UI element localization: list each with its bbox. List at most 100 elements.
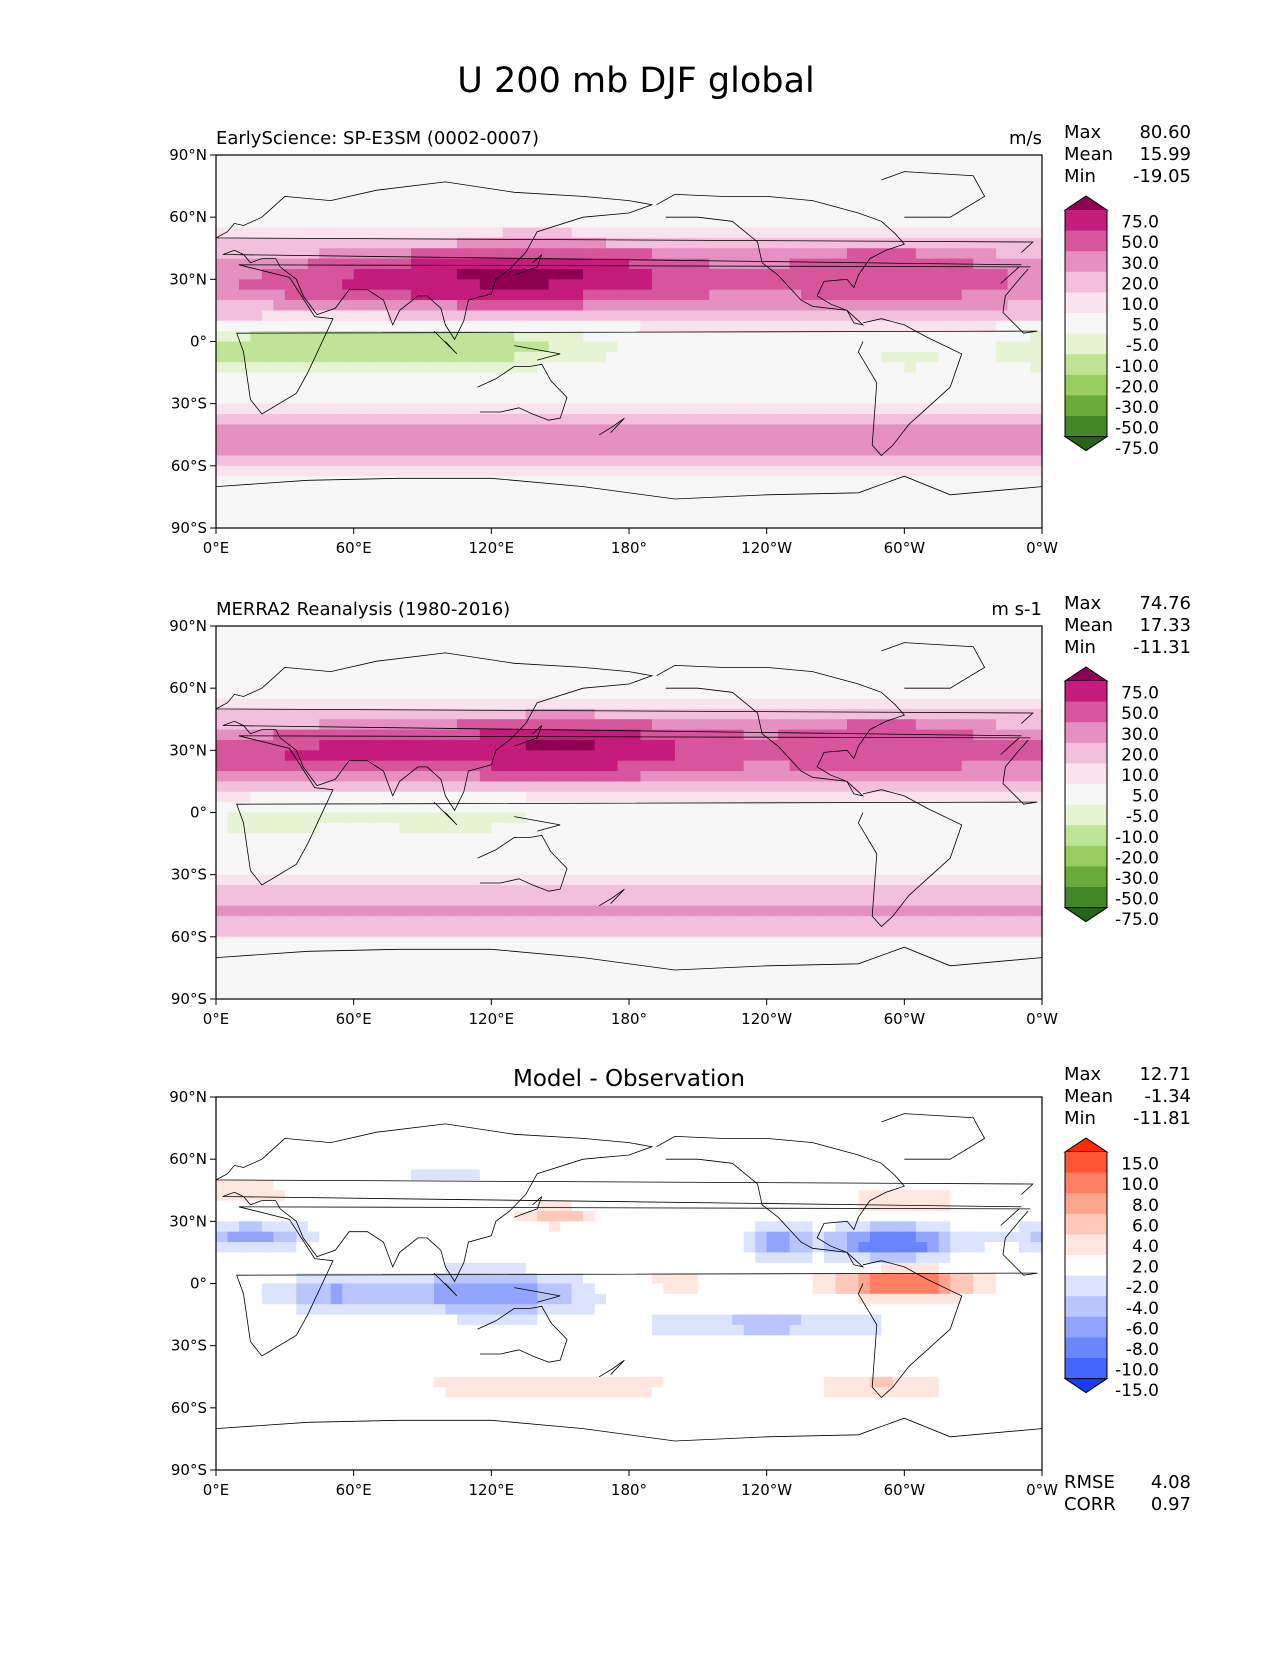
contour-cell xyxy=(663,238,675,249)
contour-cell xyxy=(686,196,698,207)
contour-cell xyxy=(973,864,985,875)
contour-cell xyxy=(503,507,515,518)
contour-cell xyxy=(606,864,618,875)
contour-cell xyxy=(709,404,721,415)
contour-cell xyxy=(686,290,698,301)
contour-cell xyxy=(881,383,893,394)
contour-cell xyxy=(388,854,400,865)
contour-cell xyxy=(629,833,641,844)
contour-cell xyxy=(836,895,848,906)
contour-cell xyxy=(962,678,974,689)
contour-cell xyxy=(732,476,744,487)
contour-cell xyxy=(595,730,607,741)
contour-cell xyxy=(640,155,652,166)
contour-cell xyxy=(847,373,859,384)
contour-cell xyxy=(434,165,446,176)
contour-cell xyxy=(227,300,239,311)
contour-cell xyxy=(262,217,274,228)
contour-cell xyxy=(950,885,962,896)
contour-cell xyxy=(549,424,561,435)
contour-cell xyxy=(686,833,698,844)
contour-cell xyxy=(491,207,503,218)
contour-cell xyxy=(1031,947,1043,958)
contour-cell xyxy=(526,383,538,394)
contour-cell xyxy=(1031,730,1043,741)
contour-cell xyxy=(1031,383,1043,394)
contour-cell xyxy=(709,864,721,875)
contour-cell xyxy=(973,238,985,249)
contour-cell xyxy=(491,636,503,647)
contour-cell xyxy=(423,678,435,689)
contour-cell xyxy=(606,833,618,844)
contour-cell xyxy=(870,771,882,782)
contour-cell xyxy=(514,424,526,435)
contour-cell xyxy=(503,290,515,301)
contour-cell xyxy=(927,176,939,187)
contour-cell xyxy=(285,854,297,865)
contour-cell xyxy=(285,895,297,906)
contour-cell xyxy=(836,176,848,187)
contour-cell xyxy=(296,248,308,259)
contour-cell xyxy=(904,269,916,280)
contour-cell xyxy=(985,155,997,166)
contour-cell xyxy=(377,383,389,394)
contour-cell xyxy=(434,300,446,311)
contour-cell xyxy=(411,740,423,751)
contour-cell xyxy=(904,699,916,710)
contour-cell xyxy=(537,300,549,311)
contour-cell xyxy=(870,875,882,886)
contour-cell xyxy=(423,844,435,855)
contour-cell xyxy=(480,269,492,280)
contour-cell xyxy=(618,373,630,384)
contour-cell xyxy=(652,792,664,803)
contour-cell xyxy=(457,916,469,927)
contour-cell xyxy=(377,404,389,415)
contour-cell xyxy=(423,207,435,218)
contour-cell xyxy=(755,792,767,803)
contour-cell xyxy=(216,813,228,824)
contour-cell xyxy=(480,435,492,446)
contour-cell xyxy=(514,518,526,529)
contour-cell xyxy=(790,636,802,647)
contour-cell xyxy=(836,196,848,207)
contour-cell xyxy=(893,217,905,228)
contour-cell xyxy=(962,186,974,197)
contour-cell xyxy=(216,238,228,249)
contour-cell xyxy=(744,186,756,197)
contour-cell xyxy=(537,781,549,792)
contour-cell xyxy=(377,393,389,404)
contour-cell xyxy=(549,248,561,259)
contour-cell xyxy=(663,435,675,446)
contour-cell xyxy=(514,771,526,782)
contour-cell xyxy=(744,435,756,446)
contour-cell xyxy=(411,342,423,353)
contour-cell xyxy=(480,321,492,332)
contour-cell xyxy=(308,947,320,958)
contour-cell xyxy=(285,228,297,239)
contour-cell xyxy=(595,414,607,425)
contour-cell xyxy=(778,259,790,270)
contour-cell xyxy=(663,678,675,689)
contour-cell xyxy=(663,906,675,917)
lon-tick-label: 120°W xyxy=(741,539,792,557)
contour-cell xyxy=(331,926,343,937)
contour-cell xyxy=(686,678,698,689)
contour-cell xyxy=(652,424,664,435)
contour-cell xyxy=(227,709,239,720)
contour-cell xyxy=(526,916,538,927)
contour-cell xyxy=(927,771,939,782)
contour-cell xyxy=(434,906,446,917)
contour-cell xyxy=(526,667,538,678)
contour-cell xyxy=(618,476,630,487)
contour-cell xyxy=(445,228,457,239)
contour-cell xyxy=(423,507,435,518)
contour-cell xyxy=(549,657,561,668)
contour-cell xyxy=(1031,667,1043,678)
contour-cell xyxy=(514,228,526,239)
contour-cell xyxy=(858,875,870,886)
contour-cell xyxy=(468,279,480,290)
contour-cell xyxy=(790,647,802,658)
contour-cell xyxy=(618,740,630,751)
contour-cell xyxy=(939,719,951,730)
contour-cell xyxy=(216,688,228,699)
